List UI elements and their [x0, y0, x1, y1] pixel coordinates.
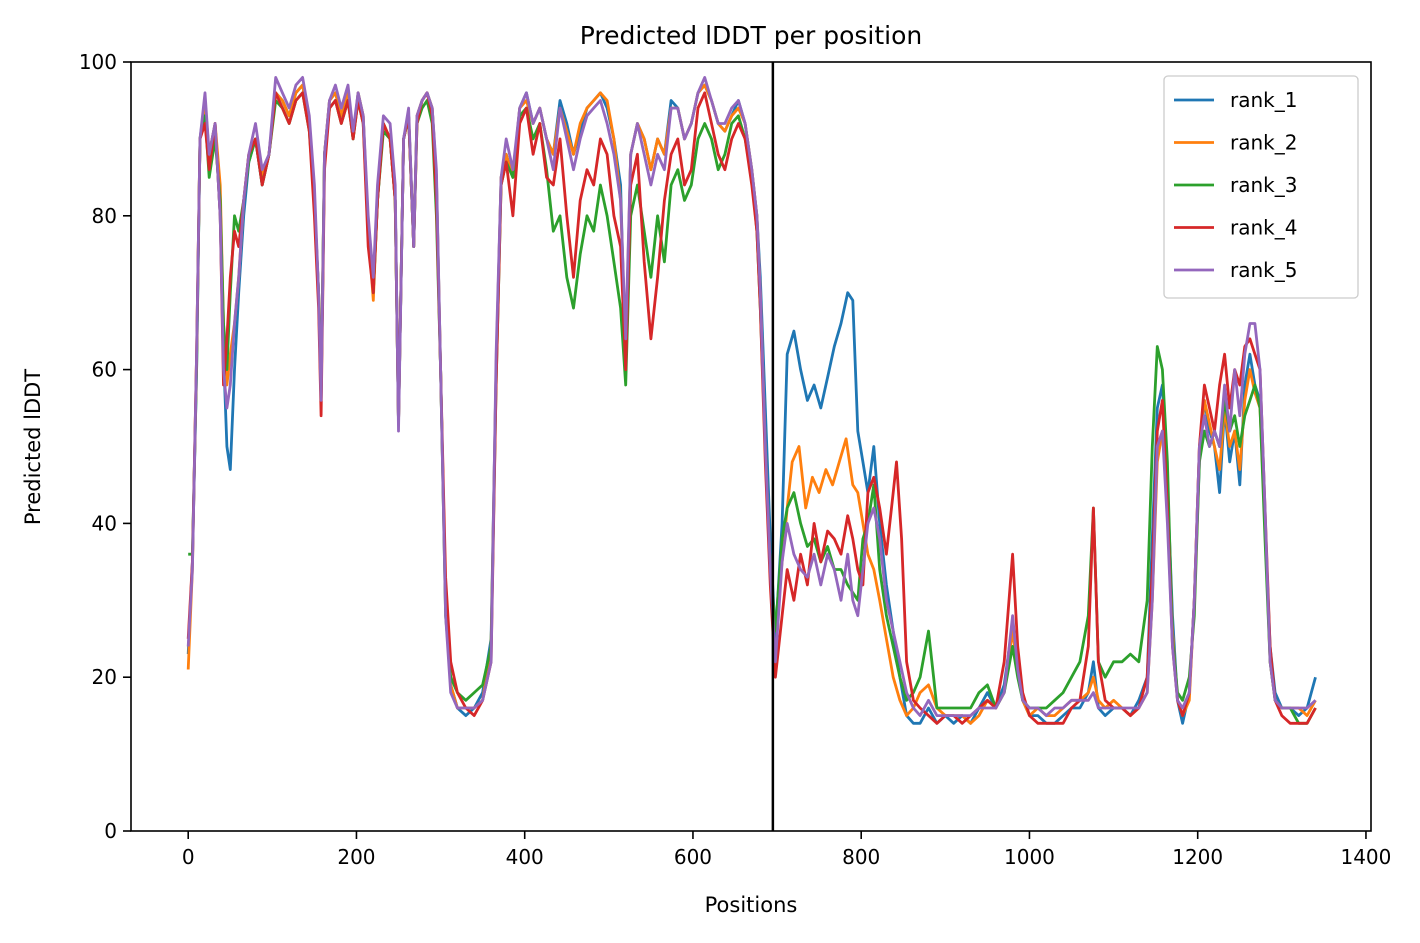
legend-label-rank_2: rank_2 — [1230, 131, 1297, 155]
legend: rank_1 rank_2 rank_3 rank_4 rank_5 — [1163, 75, 1359, 299]
series-layer — [186, 76, 1317, 725]
chart-title: Predicted lDDT per position — [580, 21, 922, 50]
x-tick-label: 1400 — [1340, 845, 1391, 869]
x-tick-label: 1000 — [1004, 845, 1055, 869]
series-line-rank_4 — [186, 91, 1317, 725]
legend-label-rank_3: rank_3 — [1230, 173, 1297, 197]
x-tick-label: 600 — [674, 845, 712, 869]
y-tick-label: 60 — [92, 358, 117, 382]
x-tick-label: 800 — [842, 845, 880, 869]
x-tick-label: 200 — [337, 845, 375, 869]
x-axis-label: Positions — [705, 893, 798, 917]
series-line-rank_5 — [186, 76, 1317, 717]
y-axis-label: Predicted lDDT — [21, 369, 45, 525]
plot-area — [186, 62, 1317, 831]
legend-label-rank_5: rank_5 — [1230, 258, 1297, 282]
y-tick-label: 80 — [92, 204, 117, 228]
y-tick-label: 100 — [79, 50, 117, 74]
plot-frame — [130, 61, 1372, 832]
x-tick-label: 1200 — [1172, 845, 1223, 869]
y-tick-label: 20 — [92, 665, 117, 689]
legend-box — [1163, 75, 1359, 299]
axis-ticks: 0 200 400 600 800 1000 1200 1400 0 20 40 60 80 100 — [79, 50, 1392, 869]
y-tick-label: 40 — [92, 511, 117, 535]
legend-label-rank_4: rank_4 — [1230, 216, 1297, 240]
legend-label-rank_1: rank_1 — [1230, 88, 1297, 112]
y-tick-label: 0 — [104, 819, 117, 843]
x-tick-label: 400 — [506, 845, 544, 869]
x-tick-label: 0 — [182, 845, 195, 869]
